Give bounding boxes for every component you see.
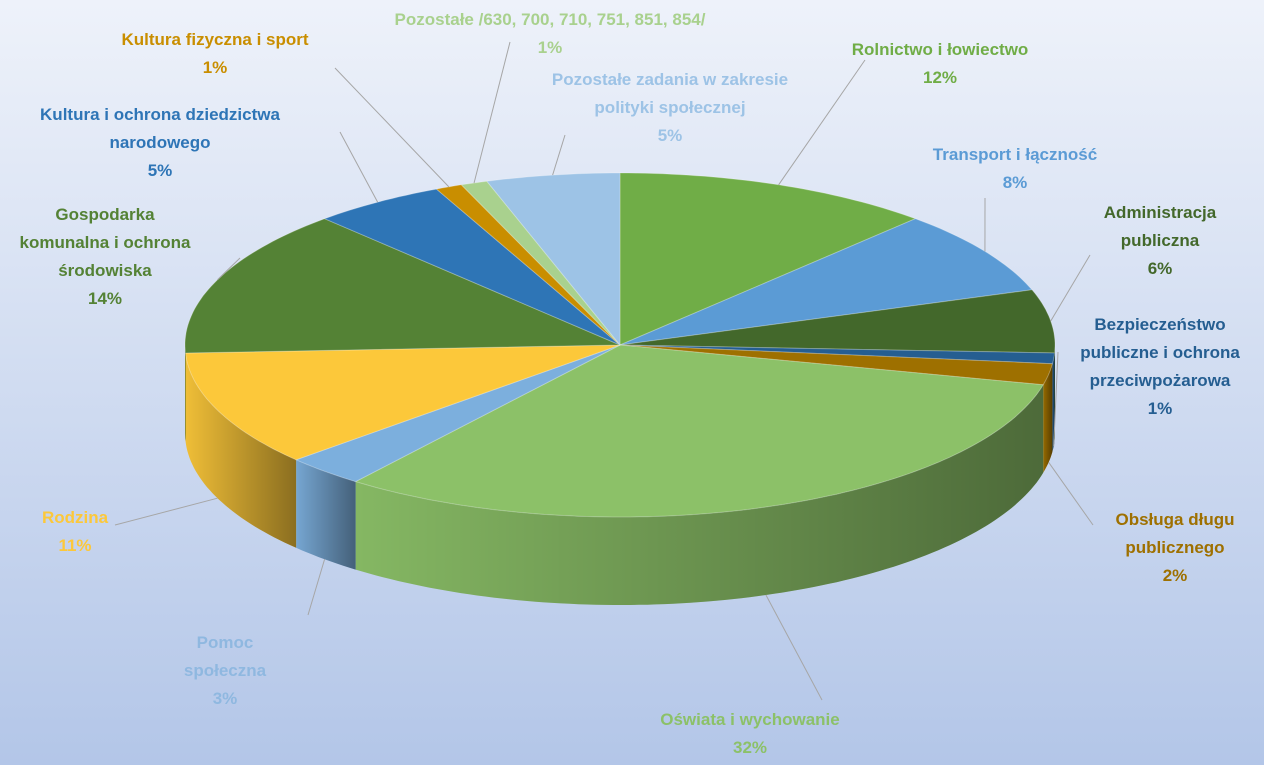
category-label: Oświata i wychowanie [660, 710, 840, 729]
category-label: Kultura fizyczna i sport [121, 30, 308, 49]
label-line: Obsługa długu [1116, 510, 1235, 529]
label-line: Rodzina [42, 508, 109, 527]
label-line: Bezpieczeństwo [1094, 315, 1225, 334]
category-label: Rodzina [42, 508, 109, 527]
label-line: Pozostałe /630, 700, 710, 751, 851, 854/ [395, 10, 706, 29]
value-label: 1% [538, 38, 563, 57]
label-line: Kultura fizyczna i sport [121, 30, 308, 49]
category-label: Pozostałe /630, 700, 710, 751, 851, 854/ [395, 10, 706, 29]
value-label: 32% [733, 738, 767, 757]
value-label: 3% [213, 689, 238, 708]
label-line: publiczna [1121, 231, 1200, 250]
label-line: Gospodarka [55, 205, 155, 224]
label-line: Pomoc [197, 633, 254, 652]
category-label: Rolnictwo i łowiectwo [852, 40, 1029, 59]
value-label: 8% [1003, 173, 1028, 192]
label-line: przeciwpożarowa [1090, 371, 1231, 390]
value-label: 5% [148, 161, 173, 180]
value-label: 2% [1163, 566, 1188, 585]
label-line: Kultura i ochrona dziedzictwa [40, 105, 280, 124]
value-label: 14% [88, 289, 122, 308]
label-line: Pozostałe zadania w zakresie [552, 70, 788, 89]
category-label: Bezpieczeństwo publiczne i ochrona przeciw… [1080, 315, 1240, 390]
category-label: Transport i łączność [933, 145, 1097, 164]
label-line: polityki społecznej [594, 98, 745, 117]
value-label: 1% [203, 58, 228, 77]
label-line: Transport i łączność [933, 145, 1097, 164]
label-line: środowiska [58, 261, 152, 280]
label-line: publiczne i ochrona [1080, 343, 1240, 362]
value-label: 6% [1148, 259, 1173, 278]
label-line: publicznego [1125, 538, 1224, 557]
label-line: społeczna [184, 661, 267, 680]
label-line: Oświata i wychowanie [660, 710, 840, 729]
value-label: 12% [923, 68, 957, 87]
slice-side-shade [185, 345, 186, 441]
value-label: 1% [1148, 399, 1173, 418]
value-label: 5% [658, 126, 683, 145]
label-line: Rolnictwo i łowiectwo [852, 40, 1029, 59]
value-label: 11% [58, 536, 91, 555]
label-line: narodowego [109, 133, 210, 152]
label-line: komunalna i ochrona [20, 233, 192, 252]
label-line: Administracja [1104, 203, 1217, 222]
